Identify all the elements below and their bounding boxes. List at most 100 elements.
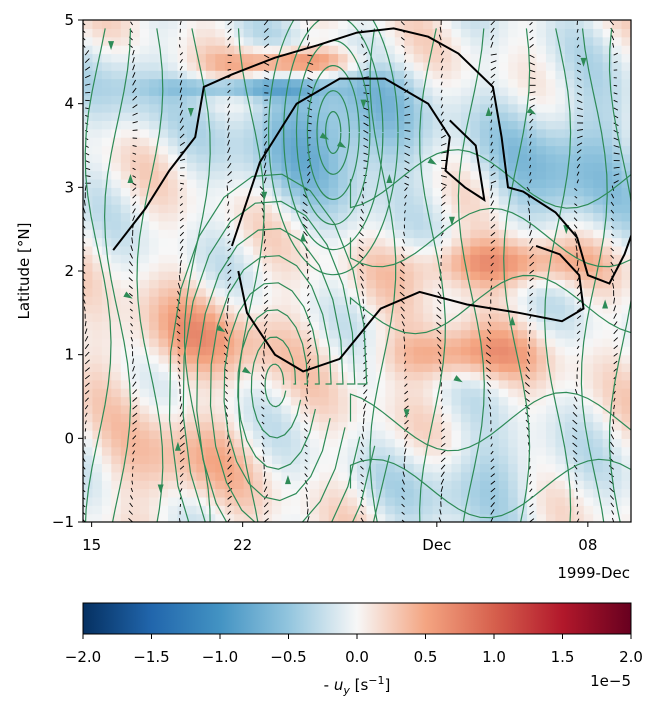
- heatmap-cell: [309, 421, 320, 431]
- heatmap-cell: [357, 153, 368, 163]
- heatmap-cell: [120, 187, 131, 197]
- heatmap-cell: [508, 237, 519, 247]
- quiver-arrow: [84, 382, 90, 387]
- heatmap-cell: [338, 120, 349, 130]
- heatmap-cell: [574, 212, 585, 222]
- heatmap-cell: [130, 137, 141, 147]
- heatmap-cell: [375, 388, 386, 398]
- heatmap-cell: [404, 53, 415, 63]
- heatmap-cell: [130, 455, 141, 465]
- heatmap-cell: [224, 187, 235, 197]
- quiver-arrow: [440, 254, 443, 259]
- heatmap-cell: [394, 429, 405, 439]
- heatmap-cell: [536, 505, 547, 515]
- heatmap-cell: [158, 162, 169, 172]
- heatmap-cell: [583, 404, 594, 414]
- heatmap-cell: [583, 279, 594, 289]
- heatmap-cell: [319, 379, 330, 389]
- heatmap-cell: [593, 471, 604, 481]
- heatmap-cell: [555, 204, 566, 214]
- heatmap-cell: [186, 112, 197, 121]
- heatmap-cell: [545, 438, 557, 448]
- heatmap-cell: [432, 45, 443, 55]
- heatmap-cell: [83, 262, 94, 272]
- heatmap-cell: [309, 438, 320, 448]
- quiver-arrow: [529, 237, 533, 244]
- quiver-arrow: [576, 307, 582, 312]
- heatmap-cell: [413, 162, 424, 172]
- heatmap-cell: [328, 153, 339, 163]
- heatmap-cell: [489, 120, 500, 130]
- heatmap-cell: [385, 488, 396, 498]
- heatmap-cell: [120, 53, 131, 63]
- quiver-arrow: [84, 58, 90, 64]
- heatmap-cell: [92, 178, 103, 188]
- heatmap-cell: [83, 187, 94, 197]
- heatmap-cell: [215, 245, 226, 255]
- heatmap-cell: [442, 404, 453, 414]
- heatmap-cell: [243, 145, 254, 155]
- heatmap-cell: [385, 287, 396, 297]
- heatmap-cell: [300, 463, 311, 473]
- heatmap-cell: [612, 463, 623, 473]
- heatmap-cell: [196, 404, 207, 414]
- heatmap-cell: [574, 346, 585, 356]
- heatmap-cell: [394, 463, 405, 473]
- heatmap-cell: [168, 137, 179, 147]
- quiver-arrow: [613, 368, 618, 372]
- heatmap-cell: [139, 421, 150, 431]
- heatmap-cell: [574, 505, 585, 515]
- heatmap-cell: [177, 312, 188, 322]
- heatmap-cell: [394, 254, 405, 264]
- quiver-arrow: [529, 149, 532, 154]
- heatmap-cell: [177, 346, 188, 356]
- heatmap-cell: [394, 396, 405, 406]
- heatmap-cell: [413, 429, 424, 439]
- heatmap-cell: [593, 237, 604, 247]
- heatmap-cell: [489, 245, 500, 255]
- heatmap-cell: [593, 137, 604, 147]
- heatmap-cell: [92, 346, 103, 356]
- quiver-arrow: [404, 360, 407, 365]
- heatmap-cell: [479, 229, 490, 239]
- heatmap-cell: [149, 329, 160, 339]
- heatmap-cell: [300, 245, 311, 255]
- heatmap-cell: [479, 145, 490, 155]
- heatmap-cell: [139, 170, 150, 180]
- quiver-arrow: [263, 328, 268, 334]
- heatmap-cell: [517, 204, 528, 214]
- heatmap-cell: [177, 505, 188, 515]
- heatmap-cell: [168, 245, 179, 255]
- streamline: [209, 255, 346, 522]
- heatmap-cell: [281, 153, 292, 163]
- heatmap-cell: [262, 371, 273, 381]
- heatmap-cell: [111, 170, 122, 180]
- quiver-arrow: [360, 22, 364, 26]
- heatmap-cell: [602, 162, 613, 172]
- quiver-arrow: [227, 456, 232, 463]
- quiver-arrow: [402, 238, 405, 244]
- heatmap-cell: [281, 204, 292, 214]
- heatmap-cell: [545, 187, 557, 197]
- quiver-arrow: [613, 313, 617, 319]
- quiver-arrow: [179, 141, 185, 146]
- heatmap-cell: [149, 379, 160, 389]
- quiver-arrow: [440, 443, 446, 448]
- heatmap-cell: [215, 178, 226, 188]
- heatmap-cell: [517, 296, 528, 306]
- heatmap-cell: [168, 61, 179, 71]
- heatmap-cell: [621, 36, 631, 46]
- heatmap-cell: [281, 187, 292, 197]
- quiver-arrow: [263, 478, 267, 485]
- heatmap-cell: [460, 20, 471, 29]
- heatmap-cell: [281, 346, 292, 356]
- quiver-arrow: [529, 54, 535, 58]
- heatmap-cell: [271, 488, 283, 498]
- heatmap-cell: [602, 446, 613, 456]
- heatmap-cell: [196, 279, 207, 289]
- heatmap-cell: [593, 312, 604, 322]
- heatmap-cell: [224, 296, 235, 306]
- heatmap-cell: [489, 153, 500, 163]
- heatmap-cell: [139, 70, 150, 80]
- heatmap-cell: [290, 162, 301, 172]
